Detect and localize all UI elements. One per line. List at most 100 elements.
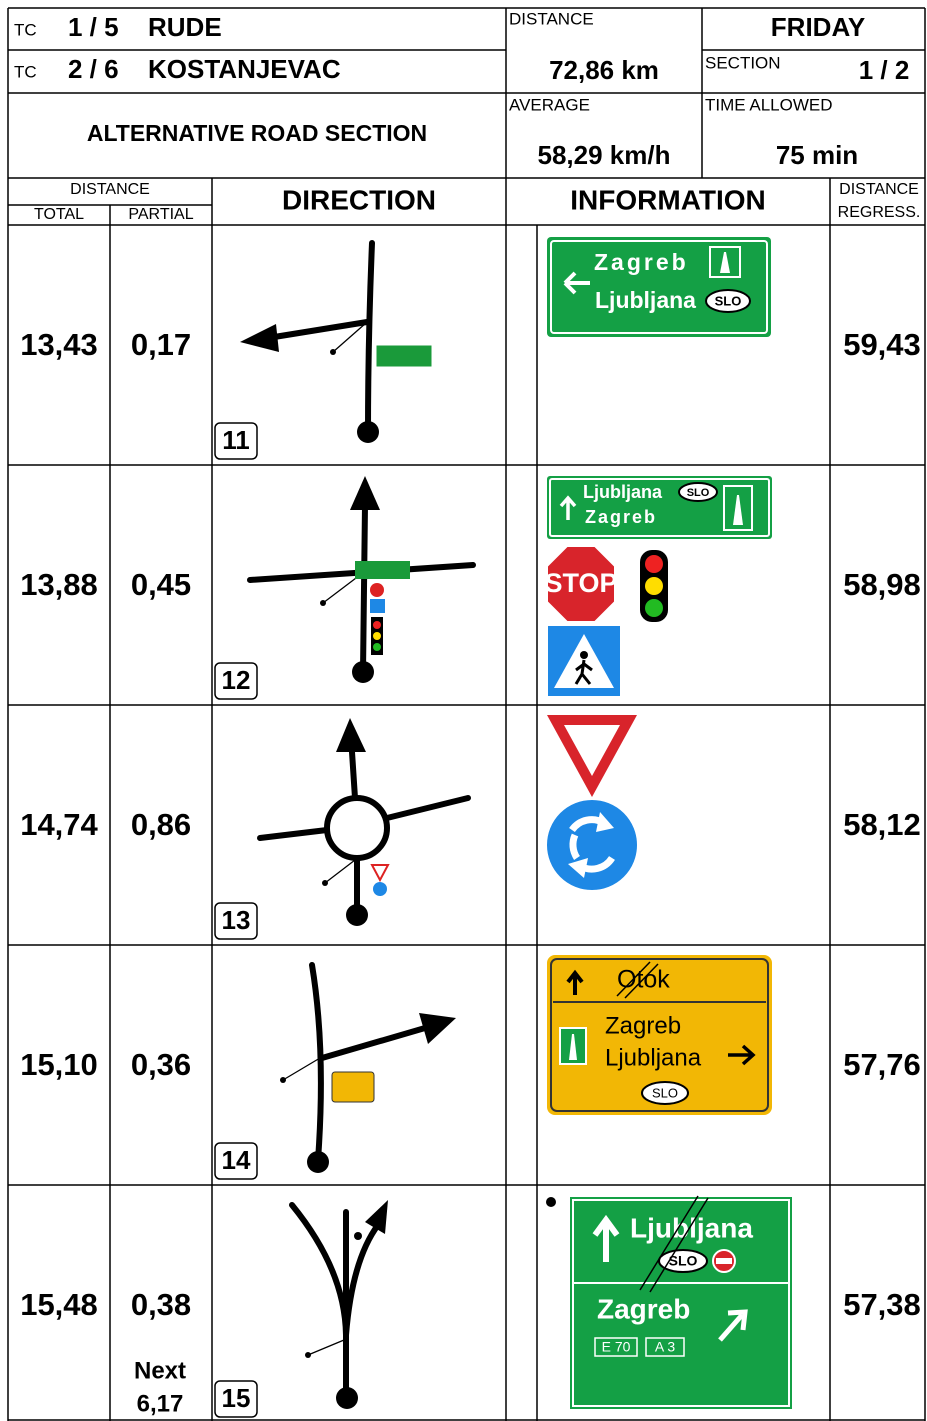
shape-circle bbox=[373, 621, 381, 629]
total-distance: 14,74 bbox=[20, 807, 98, 842]
time-allowed-label: TIME ALLOWED bbox=[705, 95, 833, 114]
shape-path bbox=[384, 795, 471, 821]
shape-polygon bbox=[564, 725, 620, 776]
column-header: TOTAL bbox=[34, 206, 84, 223]
shape-path bbox=[559, 495, 577, 520]
shape-rect bbox=[716, 1258, 732, 1264]
total-distance: 15,10 bbox=[20, 1047, 98, 1082]
box-number: 13 bbox=[222, 905, 251, 935]
average-label: AVERAGE bbox=[509, 95, 590, 114]
shape-circle bbox=[330, 349, 336, 355]
shape-path bbox=[257, 827, 330, 841]
sign-row-5: Ljubljana SLO Zagreb E 70 A 3 bbox=[546, 1195, 792, 1409]
section-value: 1 / 2 bbox=[859, 55, 910, 85]
time-allowed-value: 75 min bbox=[776, 140, 858, 170]
shape-circle bbox=[307, 1151, 329, 1173]
column-header: REGRESS. bbox=[838, 204, 921, 221]
shape-circle bbox=[322, 880, 328, 886]
shape-rect bbox=[547, 237, 771, 337]
shape-rect bbox=[550, 240, 768, 334]
shape-polygon bbox=[370, 864, 390, 883]
box-numbers: 11 12 13 14 15 bbox=[214, 422, 258, 1418]
route-type: ALTERNATIVE ROAD SECTION bbox=[87, 120, 427, 146]
sign-text: Zagreb bbox=[605, 1012, 681, 1039]
shape-ellipse bbox=[705, 289, 751, 313]
box-number: 12 bbox=[222, 665, 251, 695]
distance-label: DISTANCE bbox=[509, 9, 594, 28]
shape-circle bbox=[370, 583, 384, 597]
sign-text: A 3 bbox=[655, 1339, 675, 1355]
shape-circle bbox=[373, 643, 381, 651]
shape-rect bbox=[550, 958, 769, 1112]
sign-row-3 bbox=[545, 715, 639, 892]
box bbox=[214, 422, 258, 460]
shape-polygon bbox=[568, 858, 588, 878]
shape-path bbox=[720, 252, 730, 273]
sign-text: E 70 bbox=[602, 1339, 631, 1355]
shape-path bbox=[728, 1044, 756, 1066]
shape-path bbox=[733, 495, 743, 525]
shape-rect bbox=[723, 485, 753, 531]
shape-circle bbox=[580, 651, 588, 659]
shape-path bbox=[265, 319, 370, 341]
shape-circle bbox=[373, 632, 381, 640]
shape-path bbox=[319, 1025, 428, 1061]
shape-polygon bbox=[596, 812, 614, 832]
shape-path bbox=[574, 659, 593, 685]
column-header: PARTIAL bbox=[128, 206, 193, 223]
shape-ellipse bbox=[641, 1081, 689, 1105]
shape-path bbox=[349, 749, 358, 801]
partial-distance: 0,36 bbox=[131, 1047, 191, 1082]
column-header: DISTANCE bbox=[70, 181, 150, 198]
sign-text: SLO bbox=[669, 1253, 698, 1269]
shape-polygon bbox=[336, 718, 366, 752]
shape-circle bbox=[546, 1197, 556, 1207]
shape-ellipse bbox=[678, 482, 718, 502]
shape-circle bbox=[545, 798, 639, 892]
shape-rect bbox=[370, 599, 385, 613]
shape-rect bbox=[594, 1337, 638, 1357]
shape-ellipse bbox=[658, 1249, 708, 1273]
tc-number: 1 / 5 bbox=[68, 12, 119, 42]
shape-circle bbox=[357, 421, 379, 443]
shape-rect bbox=[375, 344, 433, 368]
box bbox=[214, 902, 258, 940]
sign-text: Zagreb bbox=[585, 507, 657, 527]
shape-path bbox=[282, 1057, 321, 1081]
sign-text: Ljubljana bbox=[630, 1212, 753, 1243]
sign-text: Ljubljana bbox=[595, 287, 696, 313]
diagram-row-3 bbox=[257, 718, 471, 926]
regress-distance: 58,12 bbox=[843, 807, 921, 842]
partial-distance: 0,38 bbox=[131, 1287, 191, 1322]
shape-circle bbox=[280, 1077, 286, 1083]
shape-path bbox=[324, 859, 356, 884]
shape-path bbox=[616, 961, 659, 999]
shape-circle bbox=[320, 600, 326, 606]
shape-path bbox=[343, 1222, 381, 1338]
sign-text: SLO bbox=[687, 487, 710, 499]
column-header: DISTANCE bbox=[839, 181, 919, 198]
section-label: SECTION bbox=[705, 53, 781, 72]
box-number: 15 bbox=[222, 1383, 251, 1413]
sign-row-4: Otok Zagreb Ljubljana SLO bbox=[547, 955, 772, 1115]
regress-distance: 57,38 bbox=[843, 1287, 921, 1322]
total-distance: 13,43 bbox=[20, 327, 98, 362]
partial-distance: 0,17 bbox=[131, 327, 191, 362]
tc-number: 2 / 6 bbox=[68, 54, 119, 84]
next-label: Next bbox=[134, 1357, 186, 1384]
grid-lines bbox=[7, 7, 926, 1421]
regress-distance: 57,76 bbox=[843, 1047, 921, 1082]
total-distance: 15,48 bbox=[20, 1287, 98, 1322]
shape-path bbox=[360, 502, 368, 675]
diagram-row-2 bbox=[247, 476, 476, 683]
box bbox=[214, 1142, 258, 1180]
tc-name: RUDE bbox=[148, 12, 222, 42]
tc-label: TC bbox=[14, 20, 37, 39]
sign-text: STOP bbox=[544, 568, 617, 598]
sign-text: Zagreb bbox=[597, 1293, 690, 1324]
tc-name: KOSTANJEVAC bbox=[148, 54, 341, 84]
shape-path bbox=[569, 1034, 577, 1060]
shape-polygon bbox=[350, 476, 380, 510]
